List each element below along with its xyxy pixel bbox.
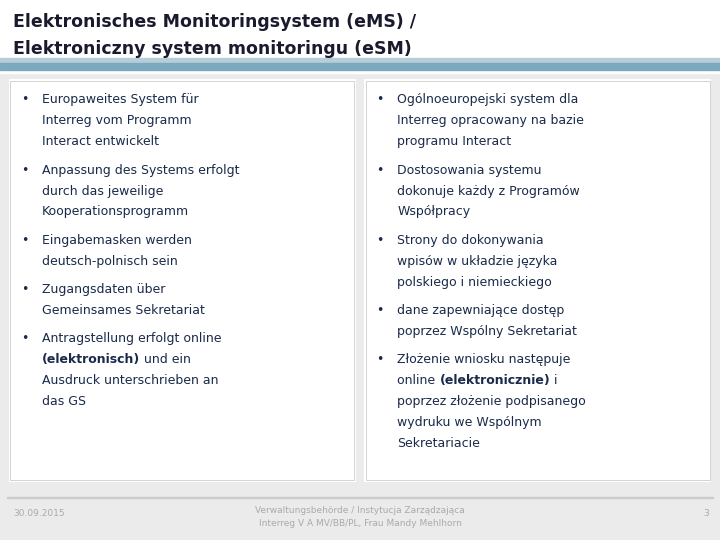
Text: •: • xyxy=(21,332,28,345)
Text: •: • xyxy=(377,164,384,177)
Text: 3: 3 xyxy=(703,509,709,518)
Text: das GS: das GS xyxy=(42,395,86,408)
Text: Interreg vom Programm: Interreg vom Programm xyxy=(42,114,192,127)
Text: programu Interact: programu Interact xyxy=(397,136,511,148)
Text: polskiego i niemieckiego: polskiego i niemieckiego xyxy=(397,275,552,288)
Text: Antragstellung erfolgt online: Antragstellung erfolgt online xyxy=(42,332,221,345)
Text: Kooperationsprogramm: Kooperationsprogramm xyxy=(42,205,189,219)
Text: Europaweites System für: Europaweites System für xyxy=(42,93,198,106)
Text: wydruku we Wspólnym: wydruku we Wspólnym xyxy=(397,416,542,429)
Text: Elektronisches Monitoringsystem (eMS) /: Elektronisches Monitoringsystem (eMS) / xyxy=(13,13,416,31)
Text: •: • xyxy=(377,234,384,247)
Text: poprzez złożenie podpisanego: poprzez złożenie podpisanego xyxy=(397,395,586,408)
Text: Interact entwickelt: Interact entwickelt xyxy=(42,136,158,148)
Text: dokonuje każdy z Programów: dokonuje każdy z Programów xyxy=(397,185,580,198)
Bar xyxy=(7,497,713,498)
Text: und ein: und ein xyxy=(140,353,191,366)
Text: 30.09.2015: 30.09.2015 xyxy=(13,509,65,518)
Text: deutsch-polnisch sein: deutsch-polnisch sein xyxy=(42,255,177,268)
Text: •: • xyxy=(21,93,28,106)
Text: Złożenie wniosku następuje: Złożenie wniosku następuje xyxy=(397,353,571,366)
Text: •: • xyxy=(21,283,28,296)
Text: •: • xyxy=(377,353,384,366)
Text: •: • xyxy=(377,304,384,317)
Text: wpisów w układzie języka: wpisów w układzie języka xyxy=(397,255,558,268)
Text: •: • xyxy=(21,234,28,247)
Text: dane zapewniające dostęp: dane zapewniające dostęp xyxy=(397,304,564,317)
Text: Współpracy: Współpracy xyxy=(397,205,470,219)
Text: Verwaltungsbehörde / Instytucja Zarządzająca: Verwaltungsbehörde / Instytucja Zarządza… xyxy=(255,506,465,515)
Text: Anpassung des Systems erfolgt: Anpassung des Systems erfolgt xyxy=(42,164,239,177)
Text: Elektroniczny system monitoringu (eSM): Elektroniczny system monitoringu (eSM) xyxy=(13,40,412,58)
Text: Zugangsdaten über: Zugangsdaten über xyxy=(42,283,165,296)
Text: •: • xyxy=(21,164,28,177)
Text: Gemeinsames Sekretariat: Gemeinsames Sekretariat xyxy=(42,304,204,317)
Text: Strony do dokonywania: Strony do dokonywania xyxy=(397,234,544,247)
Text: Interreg opracowany na bazie: Interreg opracowany na bazie xyxy=(397,114,584,127)
Text: (elektronicznie): (elektronicznie) xyxy=(439,374,550,387)
Text: Ausdruck unterschrieben an: Ausdruck unterschrieben an xyxy=(42,374,218,387)
Text: (elektronisch): (elektronisch) xyxy=(42,353,140,366)
Text: Sekretariacie: Sekretariacie xyxy=(397,437,480,450)
Text: i: i xyxy=(550,374,558,387)
Bar xyxy=(0,58,720,63)
Text: •: • xyxy=(377,93,384,106)
Text: Ogólnoeuropejski system dla: Ogólnoeuropejski system dla xyxy=(397,93,579,106)
Text: Dostosowania systemu: Dostosowania systemu xyxy=(397,164,541,177)
Text: durch das jeweilige: durch das jeweilige xyxy=(42,185,163,198)
Text: poprzez Wspólny Sekretariat: poprzez Wspólny Sekretariat xyxy=(397,325,577,338)
Bar xyxy=(0,63,720,70)
Text: Interreg V A MV/BB/PL, Frau Mandy Mehlhorn: Interreg V A MV/BB/PL, Frau Mandy Mehlho… xyxy=(258,519,462,528)
Text: Eingabemasken werden: Eingabemasken werden xyxy=(42,234,192,247)
Text: online: online xyxy=(397,374,439,387)
